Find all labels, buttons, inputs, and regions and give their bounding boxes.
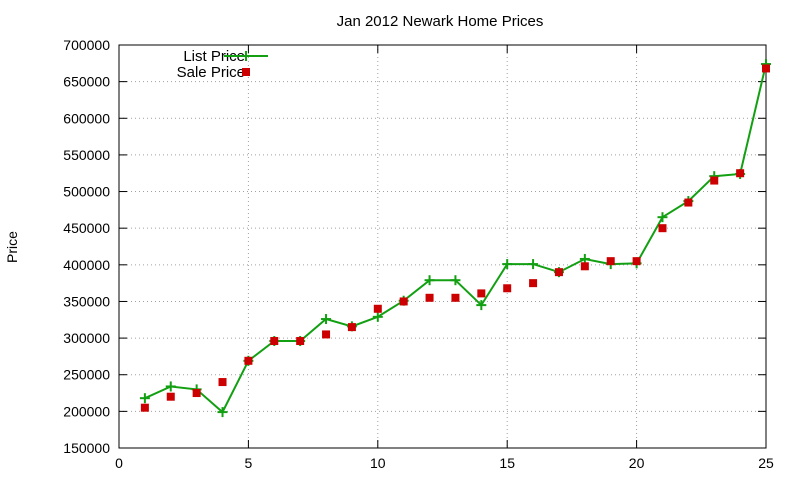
x-tick-label: 20 xyxy=(629,455,645,471)
data-point-list-price xyxy=(657,212,668,223)
data-point-sale-price xyxy=(270,337,279,346)
data-point-sale-price xyxy=(684,198,693,207)
data-point-sale-price xyxy=(451,293,460,302)
x-tick-label: 0 xyxy=(115,455,123,471)
y-tick-label: 400000 xyxy=(63,257,110,273)
y-tick-label: 700000 xyxy=(63,37,110,53)
series-line-list-price xyxy=(144,63,767,414)
data-point-list-price xyxy=(372,311,383,322)
y-tick-label: 150000 xyxy=(63,440,110,456)
y-tick-label: 500000 xyxy=(63,184,110,200)
x-tick-label: 10 xyxy=(370,455,386,471)
chart-title: Jan 2012 Newark Home Prices xyxy=(337,13,544,30)
x-tick-label: 5 xyxy=(245,455,253,471)
data-point-sale-price xyxy=(296,337,305,346)
x-tick-label: 25 xyxy=(758,455,774,471)
data-point-sale-price xyxy=(762,64,770,73)
legend-label: List Price xyxy=(183,48,245,65)
grid-layer xyxy=(119,45,766,448)
data-point-sale-price xyxy=(192,389,201,398)
data-point-list-price xyxy=(502,259,513,270)
y-tick-label: 300000 xyxy=(63,330,110,346)
data-point-sale-price xyxy=(477,289,486,298)
legend-swatch-square xyxy=(242,68,250,76)
data-point-sale-price xyxy=(554,268,563,277)
data-point-list-price xyxy=(424,275,435,286)
data-point-sale-price xyxy=(606,257,615,266)
data-point-sale-price xyxy=(347,323,356,332)
data-point-sale-price xyxy=(632,257,641,266)
data-point-sale-price xyxy=(529,279,538,288)
data-point-sale-price xyxy=(322,330,331,339)
plot-frame xyxy=(118,44,767,449)
y-tick-label: 200000 xyxy=(63,403,110,419)
data-point-sale-price xyxy=(425,293,434,302)
data-point-list-price xyxy=(217,407,228,418)
data-point-sale-price xyxy=(140,403,149,412)
y-tick-label: 600000 xyxy=(63,110,110,126)
data-point-list-price xyxy=(165,381,176,392)
y-tick-label: 250000 xyxy=(63,367,110,383)
legend-label: Sale Price xyxy=(177,64,245,81)
data-point-sale-price xyxy=(373,304,382,313)
data-point-list-price xyxy=(139,393,150,404)
axis-layer: 150000 200000 250000 300000 350000 400000 4500… xyxy=(63,37,774,471)
y-axis-label: Price xyxy=(4,231,20,263)
data-point-sale-price xyxy=(244,356,253,365)
data-point-sale-price xyxy=(218,378,227,387)
data-point-list-price xyxy=(450,275,461,286)
data-point-sale-price xyxy=(503,284,512,293)
y-tick-label: 350000 xyxy=(63,293,110,309)
data-point-list-price xyxy=(321,314,332,325)
data-point-sale-price xyxy=(580,262,589,271)
series-layer xyxy=(139,59,771,418)
data-point-sale-price xyxy=(658,224,667,233)
y-tick-label: 450000 xyxy=(63,220,110,236)
x-tick-label: 15 xyxy=(499,455,515,471)
data-point-sale-price xyxy=(399,297,408,306)
data-point-sale-price xyxy=(710,176,719,185)
data-point-sale-price xyxy=(736,169,745,178)
y-tick-label: 550000 xyxy=(63,147,110,163)
data-point-list-price xyxy=(528,259,539,270)
y-tick-label: 650000 xyxy=(63,74,110,90)
data-point-list-price xyxy=(476,300,487,311)
data-point-sale-price xyxy=(166,392,175,401)
